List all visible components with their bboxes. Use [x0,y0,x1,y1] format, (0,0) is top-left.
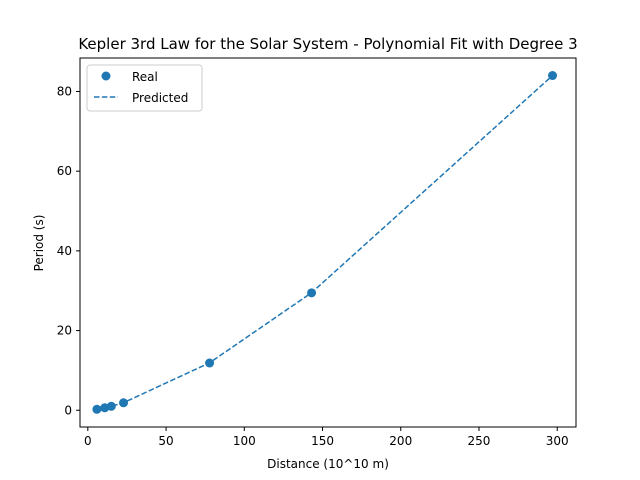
predicted-series-line [96,74,554,411]
legend-real-label: Real [132,70,158,84]
plot-area [92,71,558,414]
legend: Real Predicted [86,64,203,112]
x-tick-label: 0 [84,434,92,448]
x-tick-label: 150 [311,434,334,448]
y-axis-label: Period (s) [32,215,46,272]
real-data-point [205,358,215,368]
y-axis-ticks: 0 20 40 60 80 [57,84,80,417]
y-tick-label: 0 [64,403,72,417]
real-data-point [106,401,116,411]
axes-frame [79,57,577,428]
x-tick-label: 200 [389,434,412,448]
legend-real-marker [101,71,111,81]
y-tick-label: 20 [57,324,72,338]
y-tick-label: 40 [57,244,72,258]
y-tick-label: 60 [57,164,72,178]
x-tick-label: 250 [468,434,491,448]
x-tick-label: 50 [158,434,173,448]
x-tick-label: 100 [233,434,256,448]
real-data-point [548,71,558,81]
x-axis-label: Distance (10^10 m) [267,457,389,471]
real-data-point [92,404,102,414]
x-axis-ticks: 0 50 100 150 200 250 300 [84,427,569,448]
y-tick-label: 80 [57,84,72,98]
legend-predicted-label: Predicted [132,91,188,105]
real-data-point [118,398,128,408]
x-tick-label: 300 [546,434,569,448]
chart-title: Kepler 3rd Law for the Solar System - Po… [78,35,577,53]
real-data-point [307,288,317,298]
legend-box [86,64,203,112]
